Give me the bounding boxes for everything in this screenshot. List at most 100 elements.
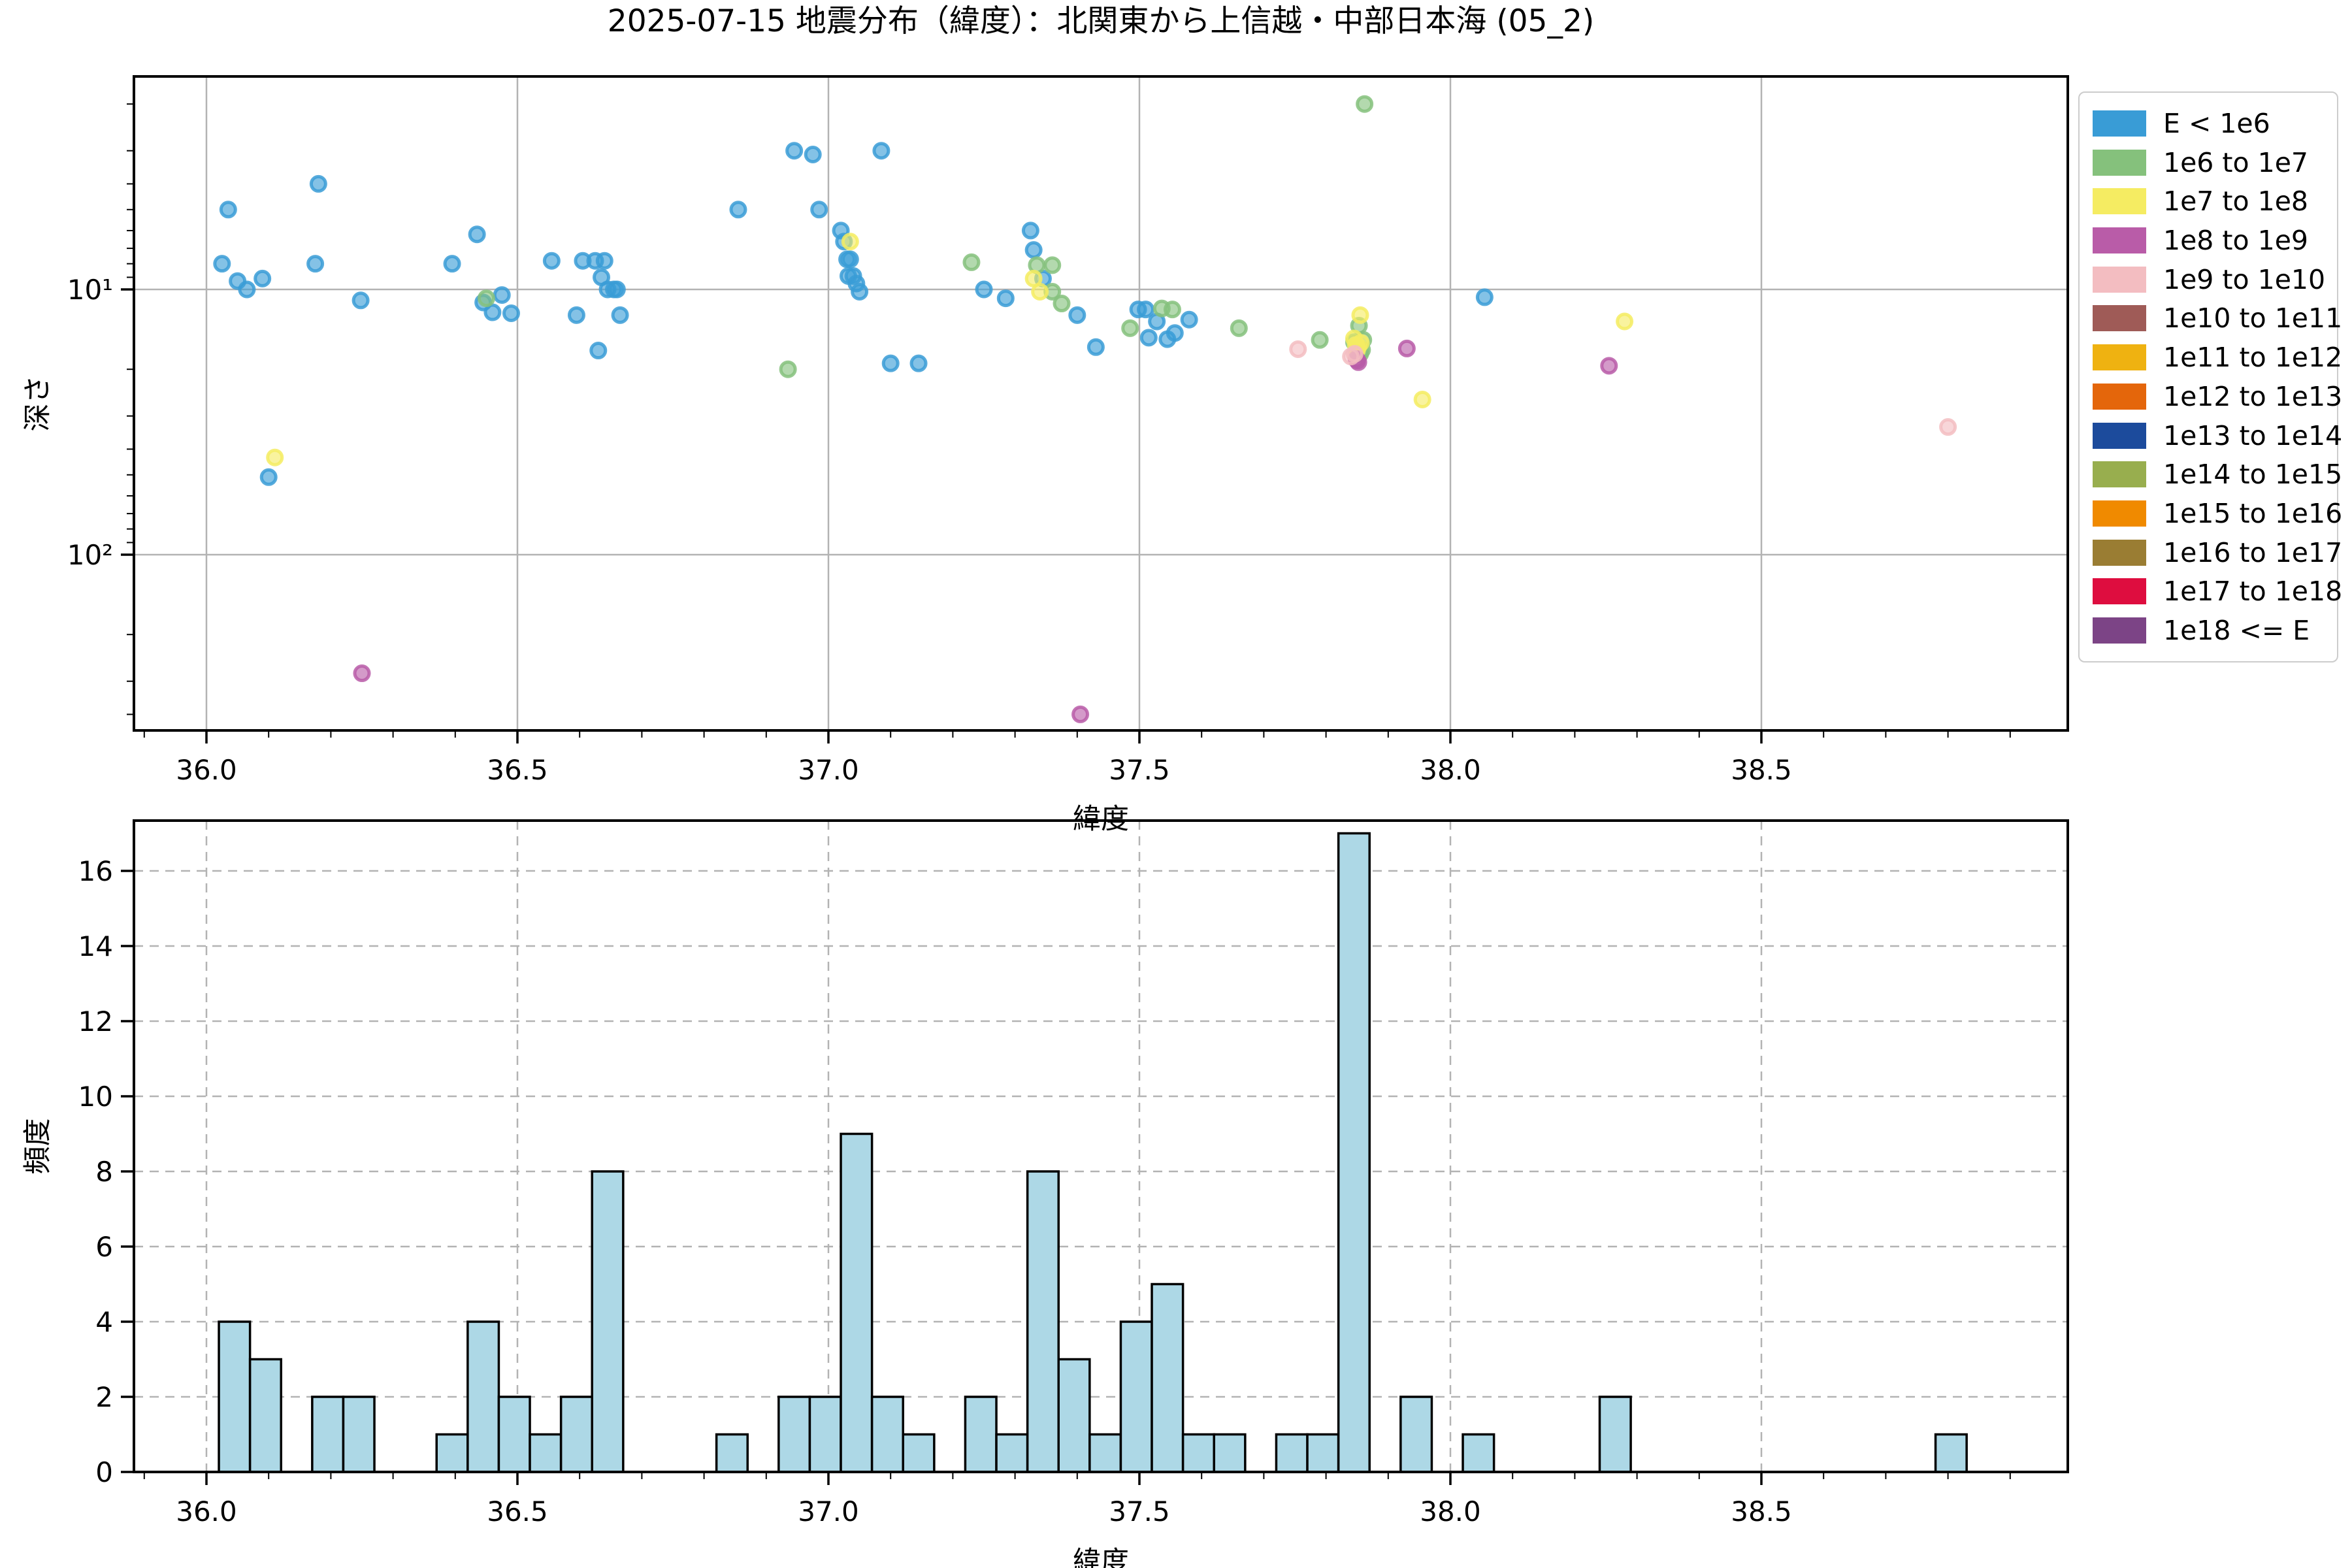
legend-item: 1e15 to 1e16 bbox=[2093, 495, 2342, 532]
histogram-bar bbox=[777, 1396, 811, 1473]
scatter-point bbox=[567, 306, 585, 324]
scatter-point bbox=[266, 448, 284, 466]
legend-item: 1e14 to 1e15 bbox=[2093, 455, 2342, 493]
histogram-bar bbox=[808, 1396, 842, 1473]
legend-item-label: 1e7 to 1e8 bbox=[2163, 186, 2309, 218]
x-tick-label: 38.5 bbox=[1731, 1495, 1792, 1527]
scatter-point bbox=[351, 291, 370, 310]
legend-color-swatch bbox=[2093, 539, 2146, 566]
scatter-point bbox=[493, 286, 511, 304]
scatter-point bbox=[1180, 310, 1198, 329]
legend-item: 1e16 to 1e17 bbox=[2093, 534, 2342, 572]
legend-color-swatch bbox=[2093, 305, 2146, 332]
histogram-bar bbox=[1462, 1433, 1495, 1473]
histogram-bar bbox=[529, 1433, 563, 1473]
histogram-bar bbox=[1306, 1433, 1340, 1473]
scatter-point bbox=[810, 201, 828, 219]
histogram-bar bbox=[497, 1396, 531, 1473]
legend-item-label: 1e11 to 1e12 bbox=[2163, 342, 2343, 374]
histogram-bar bbox=[1181, 1433, 1215, 1473]
legend-item-label: 1e12 to 1e13 bbox=[2163, 380, 2343, 412]
scatter-point bbox=[785, 142, 804, 160]
scatter-point bbox=[1166, 324, 1184, 342]
scatter-point bbox=[1021, 221, 1039, 240]
histogram-bar bbox=[1057, 1358, 1091, 1473]
legend-color-swatch bbox=[2093, 188, 2146, 215]
scatter-point bbox=[1475, 288, 1494, 306]
x-tick-label: 37.0 bbox=[798, 1495, 859, 1527]
scatter-point bbox=[804, 145, 822, 163]
histogram-bar bbox=[715, 1433, 749, 1473]
y-tick-label: 16 bbox=[78, 855, 113, 887]
legend-item-label: 1e10 to 1e11 bbox=[2163, 302, 2343, 335]
histogram-bar bbox=[1598, 1396, 1632, 1473]
scatter-point bbox=[608, 280, 626, 299]
y-tick-label: 2 bbox=[95, 1381, 113, 1413]
legend-item-label: 1e8 to 1e9 bbox=[2163, 225, 2309, 257]
scatter-point bbox=[611, 306, 629, 324]
histogram-bar bbox=[1026, 1170, 1060, 1473]
legend-item: 1e12 to 1e13 bbox=[2093, 378, 2342, 416]
histogram-bar bbox=[466, 1320, 500, 1473]
histogram-bar bbox=[559, 1396, 593, 1473]
scatter-point bbox=[1024, 241, 1043, 259]
x-tick-label: 38.0 bbox=[1420, 754, 1481, 786]
scatter-point bbox=[589, 342, 608, 360]
y-tick-label: 10² bbox=[67, 539, 113, 571]
legend-item: 1e7 to 1e8 bbox=[2093, 182, 2324, 220]
scatter-point bbox=[1053, 295, 1071, 313]
legend-item-label: 1e16 to 1e17 bbox=[2163, 536, 2343, 568]
scatter-point bbox=[996, 289, 1015, 308]
legend-item: 1e18 <= E bbox=[2093, 612, 2324, 649]
histogram-bar bbox=[311, 1396, 345, 1473]
scatter-point bbox=[259, 468, 278, 486]
legend-item: 1e17 to 1e18 bbox=[2093, 572, 2342, 610]
histogram-bar bbox=[840, 1132, 874, 1473]
scatter-point bbox=[975, 280, 993, 299]
scatter-point bbox=[1345, 345, 1364, 363]
scatter-point bbox=[1939, 418, 1957, 436]
scatter-point bbox=[1311, 331, 1329, 349]
legend-color-swatch bbox=[2093, 383, 2146, 410]
scatter-point bbox=[1137, 301, 1155, 319]
x-tick-label: 38.5 bbox=[1731, 754, 1792, 786]
scatter-point bbox=[468, 225, 486, 244]
legend-item-label: 1e15 to 1e16 bbox=[2163, 497, 2343, 529]
y-tick-label: 12 bbox=[78, 1005, 113, 1037]
scatter-point bbox=[1139, 329, 1158, 347]
scatter-point bbox=[1616, 312, 1634, 331]
histogram-bar bbox=[1275, 1433, 1309, 1473]
scatter-point bbox=[238, 280, 256, 299]
histogram-bar bbox=[1399, 1396, 1433, 1473]
histogram-bar bbox=[870, 1396, 904, 1473]
x-tick-label: 36.0 bbox=[176, 754, 237, 786]
legend-color-swatch bbox=[2093, 149, 2146, 176]
x-tick-label: 37.5 bbox=[1109, 754, 1170, 786]
legend-item: 1e11 to 1e12 bbox=[2093, 338, 2342, 376]
y-tick-label: 14 bbox=[78, 930, 113, 962]
scatter-point bbox=[309, 174, 327, 193]
histogram-bar bbox=[435, 1433, 469, 1473]
scatter-point bbox=[1413, 390, 1431, 408]
legend-color-swatch bbox=[2093, 617, 2146, 644]
legend-item: 1e9 to 1e10 bbox=[2093, 261, 2325, 299]
hist-yaxis-label: 頻度 bbox=[22, 1119, 54, 1175]
x-tick-label: 38.0 bbox=[1420, 1495, 1481, 1527]
y-tick-label: 6 bbox=[95, 1231, 113, 1263]
latitude-histogram-plot: 36.0 36.5 37.0 37.5 38.0 38.5 0 2 4 6 8 10 12 14 16 緯度 頻… bbox=[22, 819, 2069, 1568]
legend-item-label: 1e6 to 1e7 bbox=[2163, 146, 2309, 178]
scatter-point bbox=[1356, 95, 1374, 113]
histogram-bar bbox=[995, 1433, 1029, 1473]
scatter-point bbox=[502, 304, 520, 323]
histogram-bar bbox=[218, 1320, 252, 1473]
histogram-bar bbox=[1213, 1433, 1247, 1473]
legend-item: E < 1e6 bbox=[2093, 105, 2324, 142]
legend-item: 1e10 to 1e11 bbox=[2093, 299, 2342, 337]
legend-color-swatch bbox=[2093, 500, 2146, 527]
legend-item-label: 1e14 to 1e15 bbox=[2163, 459, 2343, 491]
scatter-point bbox=[1230, 319, 1248, 337]
scatter-point bbox=[353, 664, 371, 683]
y-tick-label: 10 bbox=[78, 1081, 113, 1113]
scatter-point bbox=[1600, 357, 1618, 375]
